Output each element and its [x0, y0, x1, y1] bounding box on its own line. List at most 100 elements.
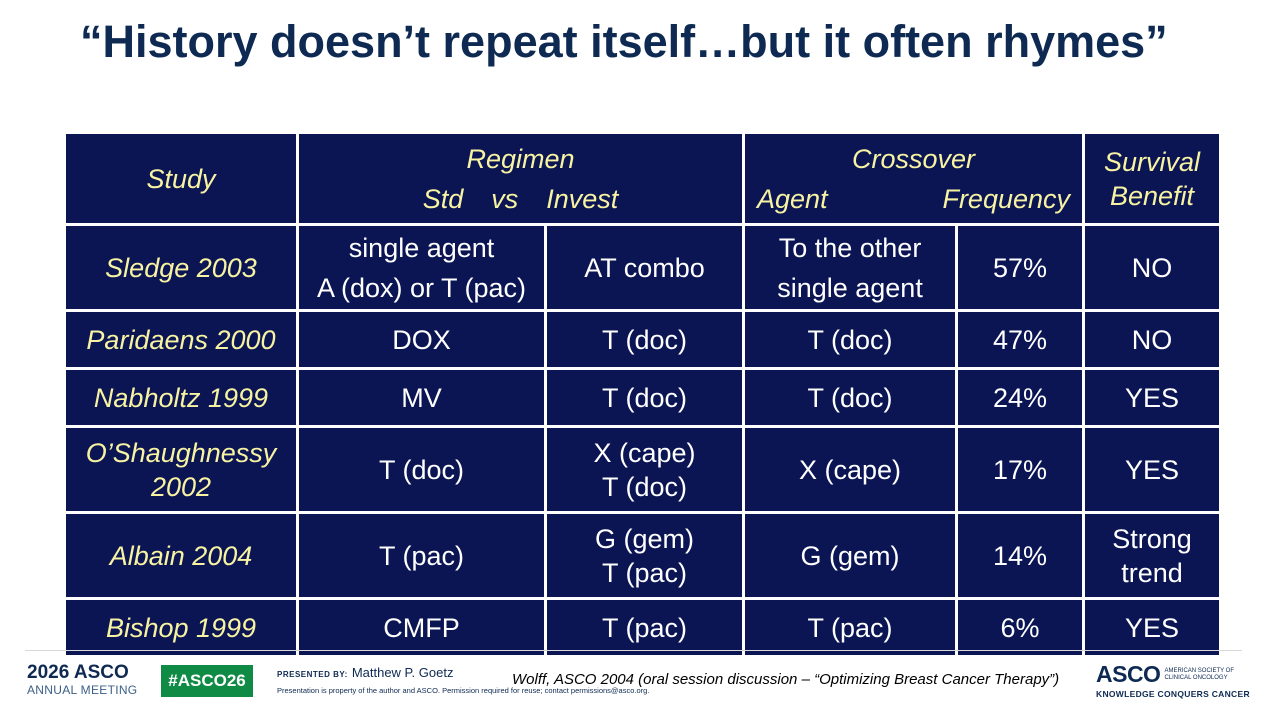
cell-std-regimen-line: A (dox) or T (pac): [316, 272, 527, 303]
cell-survival-benefit-line: NO: [1131, 252, 1173, 283]
cell-study: Bishop 1999: [63, 597, 299, 658]
cell-survival-benefit-line: NO: [1131, 324, 1173, 355]
asco-wordmark: ASCO: [1096, 661, 1161, 687]
cell-invest-regimen: T (doc): [543, 367, 746, 428]
asco-logo: ASCO AMERICAN SOCIETY OF CLINICAL ONCOLO…: [1096, 663, 1250, 699]
cell-survival-benefit: NO: [1082, 223, 1223, 312]
cell-crossover-frequency-line: 6%: [1000, 612, 1040, 643]
cell-invest-regimen: G (gem) T (pac): [543, 511, 746, 600]
cell-survival-benefit-line: trend: [1121, 557, 1183, 588]
header-crossover-sub: Agent Frequency: [749, 179, 1078, 219]
cell-std-regimen: T (pac): [296, 511, 547, 600]
meeting-sub: ANNUAL MEETING: [27, 683, 138, 697]
header-survival-line2: Benefit: [1110, 180, 1195, 211]
header-regimen-title: Regimen: [466, 143, 575, 174]
cell-std-regimen: T (doc): [296, 425, 547, 514]
cell-survival-benefit-line: YES: [1125, 454, 1180, 485]
cell-crossover-frequency: 57%: [955, 223, 1086, 312]
cell-crossover-agent-line: T (doc): [807, 382, 893, 413]
cell-survival-benefit-line: YES: [1125, 382, 1180, 413]
cell-crossover-frequency-line: 14%: [993, 540, 1048, 571]
cell-crossover-agent: To the other single agent: [742, 223, 959, 312]
cell-study: Nabholtz 1999: [63, 367, 299, 428]
cell-study: O’Shaughnessy 2002: [63, 425, 299, 514]
table-row: Sledge 2003 single agent A (dox) or T (pac…: [63, 223, 1223, 312]
cell-invest-regimen-line: AT combo: [584, 252, 705, 283]
cell-crossover-agent: T (pac): [742, 597, 959, 658]
cell-crossover-agent-line: To the other: [778, 232, 922, 263]
table-body: Sledge 2003 single agent A (dox) or T (pac…: [63, 223, 1223, 658]
cell-crossover-agent-line: T (pac): [807, 612, 893, 643]
header-survival-line1: Survival: [1104, 146, 1201, 177]
cell-invest-regimen: T (doc): [543, 309, 746, 370]
cell-survival-benefit: YES: [1082, 597, 1223, 658]
cell-crossover-frequency: 14%: [955, 511, 1086, 600]
slide-title: “History doesn’t repeat itself…but it of…: [80, 16, 1168, 67]
cell-invest-regimen: X (cape) T (doc): [543, 425, 746, 514]
cell-survival-benefit: YES: [1082, 367, 1223, 428]
cell-invest-regimen-line: X (cape): [593, 437, 696, 468]
cell-std-regimen-line: MV: [401, 382, 442, 413]
cell-crossover-agent: T (doc): [742, 309, 959, 370]
table-header-row: Study Regimen Std vs Invest Crossover Ag…: [63, 131, 1223, 226]
cell-std-regimen-line: DOX: [392, 324, 451, 355]
cell-std-regimen-line: single agent: [348, 232, 495, 263]
cell-study: Paridaens 2000: [63, 309, 299, 370]
header-crossover-title: Crossover: [852, 143, 976, 174]
cell-invest-regimen-line: T (pac): [601, 557, 688, 588]
cell-invest-regimen-line: G (gem): [595, 523, 695, 554]
cell-study-line: Bishop 1999: [105, 612, 257, 643]
cell-std-regimen: MV: [296, 367, 547, 428]
cell-crossover-frequency: 47%: [955, 309, 1086, 370]
presenter-name: Matthew P. Goetz: [351, 665, 454, 680]
presented-by-label: PRESENTED BY:: [277, 670, 348, 679]
cell-crossover-agent-line: X (cape): [798, 454, 902, 485]
header-std: Std: [422, 183, 464, 214]
cell-survival-benefit: YES: [1082, 425, 1223, 514]
header-vs: vs: [491, 183, 519, 214]
asco-tagline: KNOWLEDGE CONQUERS CANCER: [1096, 689, 1250, 699]
asco-full-name: AMERICAN SOCIETY OF CLINICAL ONCOLOGY: [1164, 668, 1234, 682]
cell-std-regimen: CMFP: [296, 597, 547, 658]
table-row: Bishop 1999 CMFP T (pac) T (pac) 6% YES: [63, 597, 1223, 658]
cell-study: Albain 2004: [63, 511, 299, 600]
cell-survival-benefit-line: YES: [1125, 612, 1180, 643]
cell-crossover-agent-line: T (doc): [807, 324, 893, 355]
table-row: O’Shaughnessy 2002 T (doc) X (cape) T (doc) X…: [63, 425, 1223, 514]
header-frequency: Frequency: [942, 183, 1071, 214]
header-survival-benefit: Survival Benefit: [1082, 131, 1223, 226]
presenter-block: PRESENTED BY: Matthew P. Goetz Presentati…: [277, 665, 649, 695]
cell-crossover-agent: T (doc): [742, 367, 959, 428]
cell-std-regimen-line: T (pac): [378, 540, 465, 571]
cell-study-line: Albain 2004: [109, 540, 253, 571]
cell-crossover-frequency-line: 47%: [993, 324, 1048, 355]
cell-invest-regimen: AT combo: [543, 223, 746, 312]
cell-crossover-frequency: 6%: [955, 597, 1086, 658]
table-row: Albain 2004 T (pac) G (gem) T (pac) G (gem) 1…: [63, 511, 1223, 600]
cell-crossover-agent-line: G (gem): [800, 540, 900, 571]
citation: Wolff, ASCO 2004 (oral session discussio…: [512, 671, 1060, 688]
cell-crossover-agent-line: single agent: [777, 272, 923, 303]
cell-crossover-frequency-line: 57%: [993, 252, 1048, 283]
cell-invest-regimen-line: T (doc): [601, 382, 688, 413]
cell-std-regimen-line: CMFP: [383, 612, 460, 643]
footer-divider: [25, 650, 1242, 651]
header-invest: Invest: [546, 183, 619, 214]
cell-survival-benefit: Strong trend: [1082, 511, 1223, 600]
cell-crossover-frequency: 24%: [955, 367, 1086, 428]
table-row: Nabholtz 1999 MV T (doc) T (doc) 24% YES: [63, 367, 1223, 428]
cell-crossover-agent: G (gem): [742, 511, 959, 600]
table-row: Paridaens 2000 DOX T (doc) T (doc) 47% NO: [63, 309, 1223, 370]
cell-study-line: Nabholtz 1999: [93, 382, 269, 413]
cell-crossover-frequency: 17%: [955, 425, 1086, 514]
cell-crossover-frequency-line: 24%: [993, 382, 1048, 413]
header-regimen-sub: Std vs Invest: [303, 179, 738, 219]
cell-invest-regimen: T (pac): [543, 597, 746, 658]
annual-meeting-logo: 2026 ASCO ANNUAL MEETING: [27, 663, 137, 696]
cell-survival-benefit-line: Strong: [1112, 523, 1192, 554]
cell-crossover-agent: X (cape): [742, 425, 959, 514]
header-agent: Agent: [757, 183, 828, 214]
copyright-notice: Presentation is property of the author a…: [277, 686, 650, 695]
meeting-brand: ASCO: [73, 662, 129, 683]
meeting-year: 2026: [27, 662, 70, 683]
